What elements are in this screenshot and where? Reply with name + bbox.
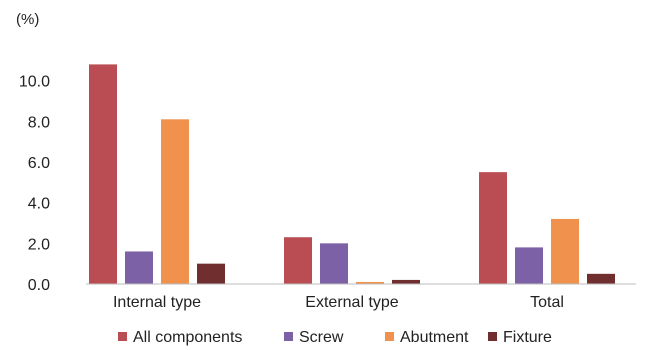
legend-label: All components [133,329,242,346]
y-tick-label: 2.0 [28,236,50,253]
bar-screw [320,243,348,284]
y-tick-label: 6.0 [28,155,50,172]
legend-label: Fixture [503,329,552,346]
bar-all-components [479,172,507,284]
x-axis-category-labels: Internal type External type Total [113,294,564,311]
bar-all-components [89,64,117,285]
bar-abutment [356,281,384,284]
legend-swatch [488,332,497,341]
bar-screw [515,247,543,284]
y-tick-label: 4.0 [28,196,50,213]
bar-fixture [392,279,420,284]
x-category-label: Internal type [113,294,201,311]
legend-label: Screw [299,329,344,346]
legend: All components Screw Abutment Fixture [118,329,552,346]
bar-all-components [284,237,312,284]
legend-label: Abutment [400,329,469,346]
bars [89,64,615,285]
legend-swatch [284,332,293,341]
x-category-label: Total [530,294,564,311]
bar-abutment [551,218,579,284]
bar-fixture [197,263,225,284]
y-tick-label: 10.0 [19,74,50,91]
y-unit-label: (%) [16,11,39,28]
bar-screw [125,251,153,284]
y-axis-ticks: 0.0 2.0 4.0 6.0 8.0 10.0 [19,74,50,294]
y-tick-label: 8.0 [28,114,50,131]
x-category-label: External type [305,294,398,311]
bar-fixture [587,273,615,284]
bar-abutment [161,119,189,284]
y-tick-label: 0.0 [28,277,50,294]
legend-swatch [118,332,127,341]
legend-swatch [385,332,394,341]
